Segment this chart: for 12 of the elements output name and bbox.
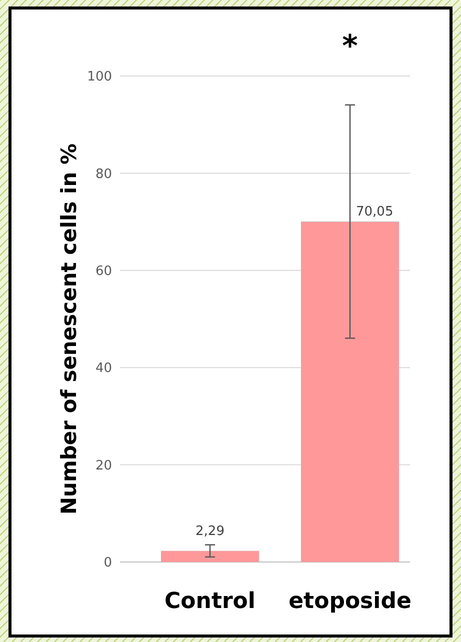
y-tick-label: 20	[95, 458, 112, 474]
y-tick-label: 40	[95, 361, 112, 376]
y-tick-label: 80	[95, 166, 112, 182]
y-tick-label: 100	[87, 70, 112, 85]
y-tick-label: 0	[104, 556, 112, 571]
data-label: 70,05	[356, 204, 394, 220]
text: *	[342, 29, 358, 64]
data-label: 2,29	[196, 524, 224, 539]
y-axis-title: Number of senescent cells in %	[57, 143, 81, 515]
y-tick-label: 60	[95, 264, 112, 279]
x-tick-label: etoposide	[288, 589, 412, 614]
x-tick-label: Control	[164, 589, 256, 614]
